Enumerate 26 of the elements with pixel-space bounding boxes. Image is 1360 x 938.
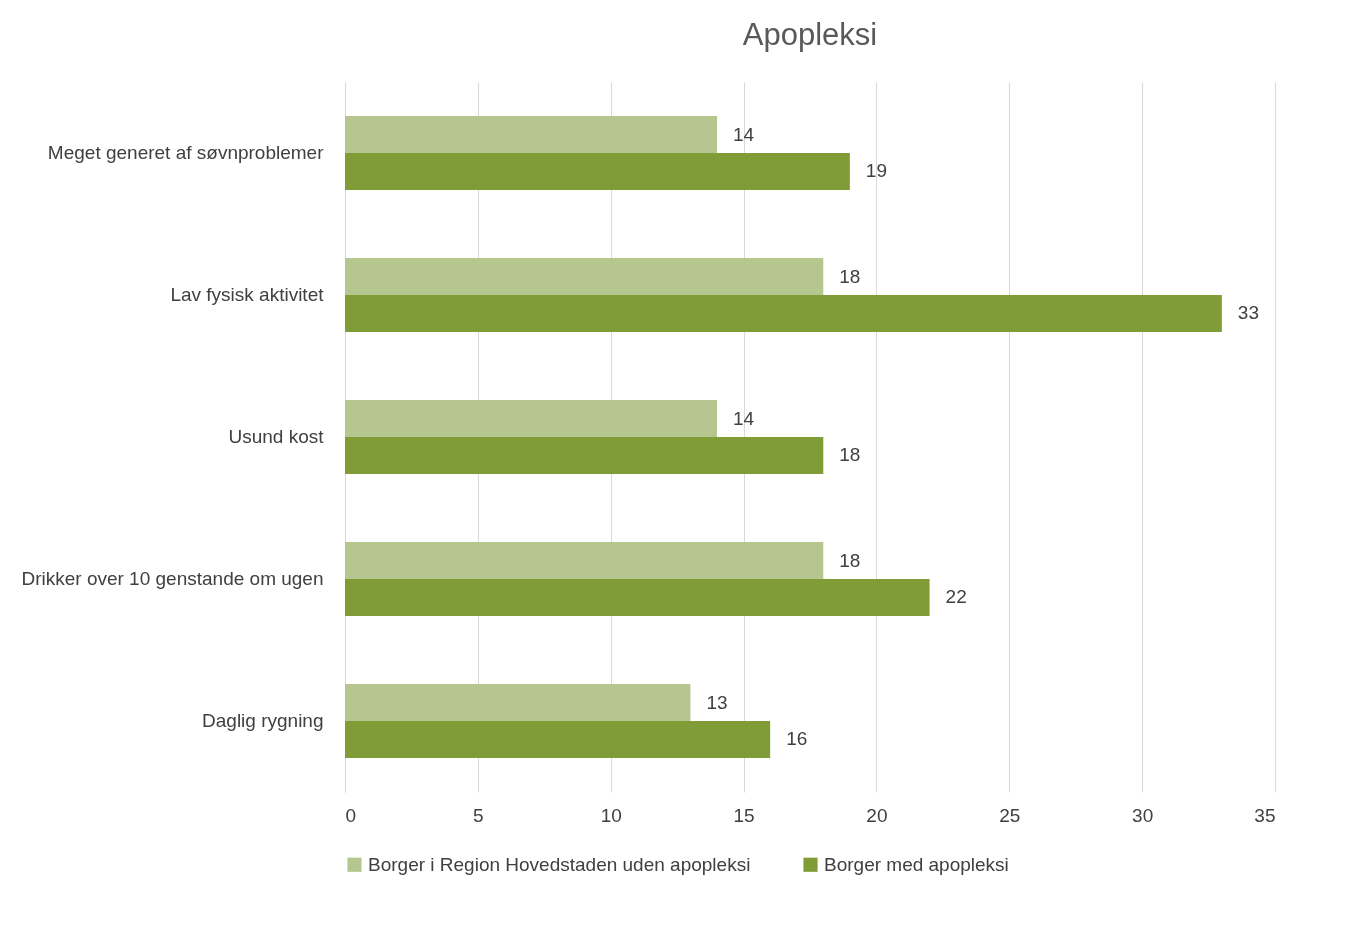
y-tick-label: Meget generet af søvnproblemer	[47, 142, 325, 163]
data-label: 33	[1237, 302, 1259, 324]
x-tick-label: 20	[866, 804, 888, 826]
data-label: 14	[733, 407, 755, 429]
x-tick-label: 30	[1132, 804, 1154, 826]
data-label: 14	[733, 123, 755, 145]
legend-label: Borger med apopleksi	[824, 853, 1009, 875]
legend-label: Borger i Region Hovedstaden uden apopleksi	[368, 853, 751, 875]
x-tick-label: 35	[1254, 804, 1276, 826]
y-tick-label: Lav fysisk aktivitet	[170, 284, 325, 305]
chart-title: Apopleksi	[742, 17, 878, 52]
data-label: 19	[865, 160, 887, 182]
x-tick-label: 5	[473, 804, 484, 826]
y-tick-label: Drikker over 10 genstande om ugen	[21, 568, 324, 589]
data-label: 13	[706, 691, 728, 713]
data-label: 18	[839, 444, 861, 466]
x-tick-label: 25	[999, 804, 1021, 826]
x-tick-label: 10	[600, 804, 622, 826]
x-tick-label: 0	[345, 804, 357, 826]
x-tick-label: 15	[733, 804, 755, 826]
data-label: 18	[839, 265, 861, 287]
data-label: 22	[945, 586, 967, 608]
data-label: 18	[839, 549, 861, 571]
y-tick-label: Usund kost	[228, 426, 325, 447]
data-label: 16	[786, 728, 808, 750]
y-tick-label: Daglig rygning	[202, 710, 324, 731]
